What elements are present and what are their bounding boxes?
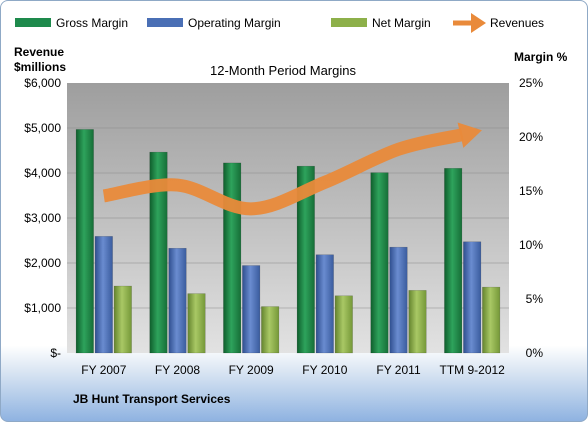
net-margin-bar [482,286,501,354]
legend: Gross Margin Operating Margin Net Margin… [15,13,544,33]
right-tick-label: 25% [519,76,543,90]
operating-margin-bar [463,241,482,354]
left-tick-label: $6,000 [24,76,61,90]
left-tick-label: $3,000 [24,211,61,225]
x-tick-label: FY 2008 [155,363,200,377]
legend-label-gross: Gross Margin [56,16,128,30]
x-axis-labels: FY 2007 FY 2008 FY 2009 FY 2010 FY 2011 TTM 9… [81,363,505,377]
x-tick-label: FY 2009 [229,363,274,377]
x-tick-label: TTM 9-2012 [439,363,505,377]
left-axis-title-line1: Revenue [14,45,64,59]
net-margin-bar [261,306,280,354]
gross-margin-bar [75,129,94,354]
x-tick-label: FY 2010 [302,363,347,377]
right-axis-title: Margin % [514,50,568,64]
net-margin-bar [334,295,353,354]
right-tick-label: 5% [526,292,544,306]
left-tick-label: $2,000 [24,256,61,270]
gross-margin-bar [223,162,242,354]
right-tick-label: 15% [519,184,543,198]
operating-margin-bar [168,247,187,354]
legend-swatch-operating [147,18,183,27]
right-axis-ticks: 25% 20% 15% 10% 5% 0% [519,76,543,360]
revenues-arrowhead [457,122,482,148]
chart-title: 12-Month Period Margins [210,63,356,78]
left-tick-label: $4,000 [24,166,61,180]
operating-margin-bar [389,246,408,354]
right-tick-label: 20% [519,130,543,144]
gross-margin-bar [149,151,168,354]
x-tick-label: FY 2011 [376,363,421,377]
revenues-line [102,128,464,216]
gross-margin-bar [296,165,315,354]
x-tick-label: FY 2007 [81,363,126,377]
legend-label-operating: Operating Margin [188,16,281,30]
operating-margin-bar [242,265,261,354]
net-margin-bar [187,293,206,354]
legend-swatch-net [331,18,367,27]
gridlines [67,127,509,309]
net-margin-bar [113,285,132,354]
right-tick-label: 10% [519,238,543,252]
legend-label-revenues: Revenues [490,16,544,30]
legend-swatch-gross [15,18,51,27]
left-axis-ticks: $6,000 $5,000 $4,000 $3,000 $2,000 $1,000 $- [24,76,61,360]
gross-margin-bar [444,168,463,354]
operating-margin-bar [94,236,113,354]
net-margin-bar [408,290,427,354]
gross-margin-bar [370,172,389,354]
legend-label-net: Net Margin [372,16,431,30]
left-tick-label: $- [50,346,61,360]
operating-margin-bar [315,254,334,354]
left-tick-label: $1,000 [24,301,61,315]
bars [75,129,501,354]
right-tick-label: 0% [526,346,544,360]
left-tick-label: $5,000 [24,121,61,135]
left-axis-title-line2: $millions [14,60,66,74]
company-name: JB Hunt Transport Services [73,392,231,406]
